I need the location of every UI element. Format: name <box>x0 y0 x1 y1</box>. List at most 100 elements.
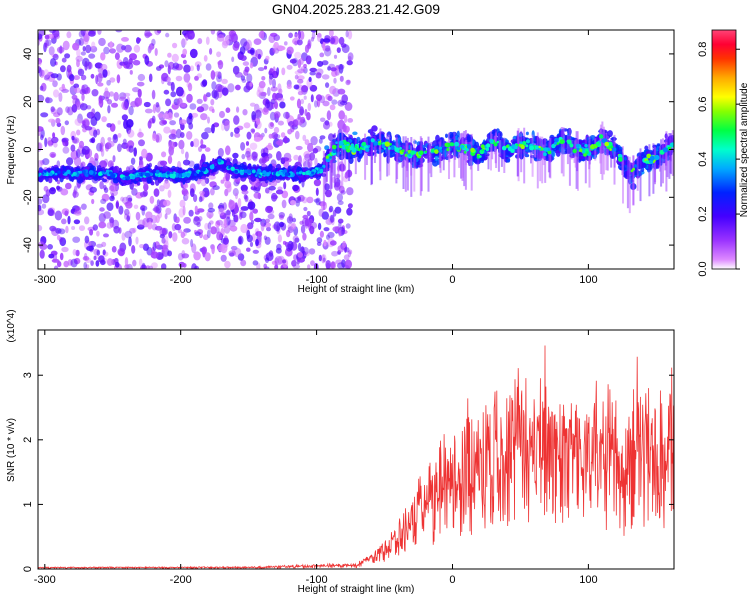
y-tick-label: -40 <box>22 237 34 253</box>
noise-blob <box>307 38 312 49</box>
noise-blob <box>300 224 306 234</box>
x-tick-label: -300 <box>34 274 56 286</box>
noise-blob <box>249 142 258 150</box>
noise-blob <box>231 56 235 63</box>
noise-blob <box>172 62 180 69</box>
noise-blob <box>96 142 103 152</box>
noise-blob <box>193 194 198 203</box>
noise-blob <box>270 122 274 127</box>
noise-blob <box>246 153 250 161</box>
noise-blob <box>181 188 188 195</box>
noise-blob <box>100 198 107 204</box>
noise-blob <box>316 33 322 38</box>
noise-blob <box>227 83 235 93</box>
ridge-point <box>612 147 617 152</box>
noise-blob <box>213 90 219 100</box>
noise-blob <box>170 81 175 92</box>
noise-blob <box>52 132 56 139</box>
ridge-point <box>108 171 113 175</box>
band-blob <box>352 131 358 136</box>
noise-blob <box>253 103 260 113</box>
noise-blob <box>170 141 175 150</box>
noise-blob <box>49 30 56 34</box>
noise-blob <box>237 253 245 261</box>
noise-blob <box>273 126 280 134</box>
noise-blob <box>222 237 229 245</box>
noise-blob <box>208 175 216 180</box>
noise-blob <box>100 136 105 147</box>
noise-blob <box>143 183 149 192</box>
band-blob <box>70 166 74 172</box>
noise-blob <box>252 208 258 214</box>
noise-blob <box>44 137 48 148</box>
noise-blob <box>294 237 300 243</box>
noise-blob <box>232 42 240 51</box>
y-tick-label: 0 <box>22 566 34 572</box>
y-tick-label: 1 <box>22 501 34 507</box>
noise-blob <box>182 59 187 65</box>
noise-blob <box>188 209 194 217</box>
x-tick-label: -200 <box>170 274 192 286</box>
noise-blob <box>168 61 175 70</box>
ridge-point <box>610 145 614 149</box>
ridge-point <box>493 142 498 147</box>
ridge-point <box>136 174 140 177</box>
noise-blob <box>265 187 270 194</box>
colorbar-tick-label: 0.0 <box>697 261 709 276</box>
noise-blob <box>167 112 173 121</box>
noise-blob <box>38 209 45 216</box>
y-tick-label: 20 <box>22 96 34 108</box>
noise-blob <box>303 206 308 212</box>
noise-blob <box>298 242 302 252</box>
noise-blob <box>240 184 248 192</box>
ridge-point <box>329 156 332 159</box>
noise-blob <box>63 260 69 268</box>
noise-blob <box>65 140 69 147</box>
ridge-point <box>201 166 206 172</box>
noise-blob <box>318 208 324 217</box>
noise-blob <box>307 40 311 47</box>
band-blob <box>120 182 127 186</box>
ridge-point <box>331 144 337 150</box>
noise-blob <box>126 194 133 204</box>
noise-blob <box>122 138 127 145</box>
noise-blob <box>73 219 81 225</box>
noise-blob <box>81 203 87 210</box>
noise-blob <box>328 133 334 142</box>
noise-blob <box>346 187 354 196</box>
noise-blob <box>196 64 200 72</box>
noise-blob <box>196 73 202 79</box>
noise-blob <box>306 196 314 204</box>
ridge-point <box>496 140 500 144</box>
snr-marks <box>38 345 674 569</box>
noise-blob <box>346 79 351 84</box>
ridge-point <box>251 169 256 174</box>
noise-blob <box>319 135 326 140</box>
noise-blob <box>109 91 114 97</box>
noise-blob <box>161 119 167 125</box>
band-blob <box>506 158 511 163</box>
x-tick-label: 100 <box>579 574 597 586</box>
noise-blob <box>66 157 74 166</box>
noise-blob <box>172 42 178 49</box>
noise-blob <box>203 234 209 241</box>
noise-blob <box>76 48 81 57</box>
band-blob <box>383 152 387 158</box>
noise-blob <box>95 74 99 85</box>
noise-blob <box>245 141 250 146</box>
noise-blob <box>276 67 280 76</box>
noise-blob <box>337 119 346 130</box>
noise-blob <box>61 57 67 63</box>
noise-blob <box>219 110 225 119</box>
noise-blob <box>295 145 303 151</box>
noise-blob <box>170 91 177 98</box>
noise-blob <box>38 61 42 66</box>
y-tick-label: 40 <box>22 48 34 60</box>
noise-blob <box>339 75 344 82</box>
x-tick-label: -100 <box>306 574 328 586</box>
ridge-point <box>345 145 349 150</box>
figure-title: GN04.2025.283.21.42.G09 <box>272 1 440 17</box>
ridge-point <box>279 171 283 176</box>
noise-blob <box>336 225 340 234</box>
ridge-point <box>66 169 71 174</box>
